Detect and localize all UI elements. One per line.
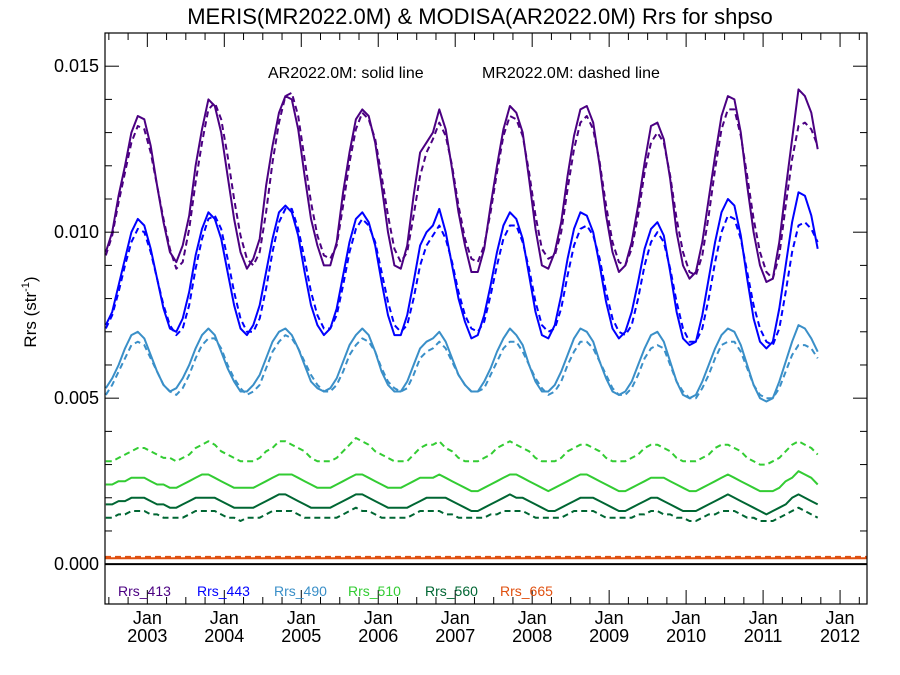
y-axis-label-exponent: -1 [20,282,32,292]
legend-item-rrs-560: Rrs_560 [425,583,478,599]
y-axis-label: Rrs (str-1) [20,276,40,347]
x-tick-year: 2005 [281,626,321,646]
x-tick-year: 2012 [820,626,860,646]
legend-item-rrs-510: Rrs_510 [348,583,401,599]
series-line-rrs-510-dashed [105,437,819,466]
series-line-rrs-413-solid [105,88,819,283]
plot-frame [104,32,868,605]
legend-item-rrs-413: Rrs_413 [118,583,171,599]
x-tick-year: 2006 [358,626,398,646]
series-line-rrs-490-solid [105,324,819,403]
x-tick-month: Jan [133,608,162,628]
y-axis-label-prefix: Rrs (str [21,292,40,348]
x-tick-month: Jan [749,608,778,628]
x-tick-month: Jan [441,608,470,628]
x-tick-month: Jan [518,608,547,628]
x-tick-month: Jan [595,608,624,628]
chart-title: MERIS(MR2022.0M) & MODISA(AR2022.0M) Rrs… [187,4,773,29]
plot-area [105,88,867,566]
x-tick-year: 2004 [204,626,244,646]
x-tick-year: 2003 [127,626,167,646]
y-tick-label: 0.015 [54,56,99,76]
x-axis: Jan2003Jan2004Jan2005Jan2006Jan2007Jan20… [108,33,860,646]
legend: Rrs_413 Rrs_443 Rrs_490 Rrs_510 Rrs_560 Rrs_6… [118,583,553,599]
series-line-rrs-413-dashed [105,91,819,280]
legend-item-rrs-443: Rrs_443 [197,583,250,599]
series-line-rrs-560-solid [105,493,819,516]
annotation-solid: AR2022.0M: solid line [268,65,424,82]
x-tick-year: 2008 [512,626,552,646]
series-line-rrs-510-solid [105,470,819,493]
series-line-rrs-443-dashed [105,207,819,347]
x-tick-month: Jan [672,608,701,628]
x-tick-year: 2010 [666,626,706,646]
y-tick-label: 0.005 [54,388,99,408]
annotation-dashed: MR2022.0M: dashed line [482,65,660,82]
series-line-rrs-490-dashed [105,334,819,400]
series-line-rrs-560-dashed [105,506,819,522]
y-axis: 0.000 0.005 0.010 0.015 [54,32,867,574]
y-tick-label: 0.010 [54,222,99,242]
x-tick-year: 2009 [589,626,629,646]
y-tick-label: 0.000 [54,554,99,574]
legend-item-rrs-665: Rrs_665 [500,583,553,599]
x-tick-month: Jan [210,608,239,628]
x-tick-month: Jan [287,608,316,628]
y-axis-label-suffix: ) [21,276,40,282]
x-tick-year: 2007 [435,626,475,646]
legend-item-rrs-490: Rrs_490 [274,583,327,599]
x-tick-month: Jan [826,608,855,628]
series-line-rrs-443-solid [105,191,819,350]
x-tick-month: Jan [364,608,393,628]
x-tick-year: 2011 [744,626,783,646]
